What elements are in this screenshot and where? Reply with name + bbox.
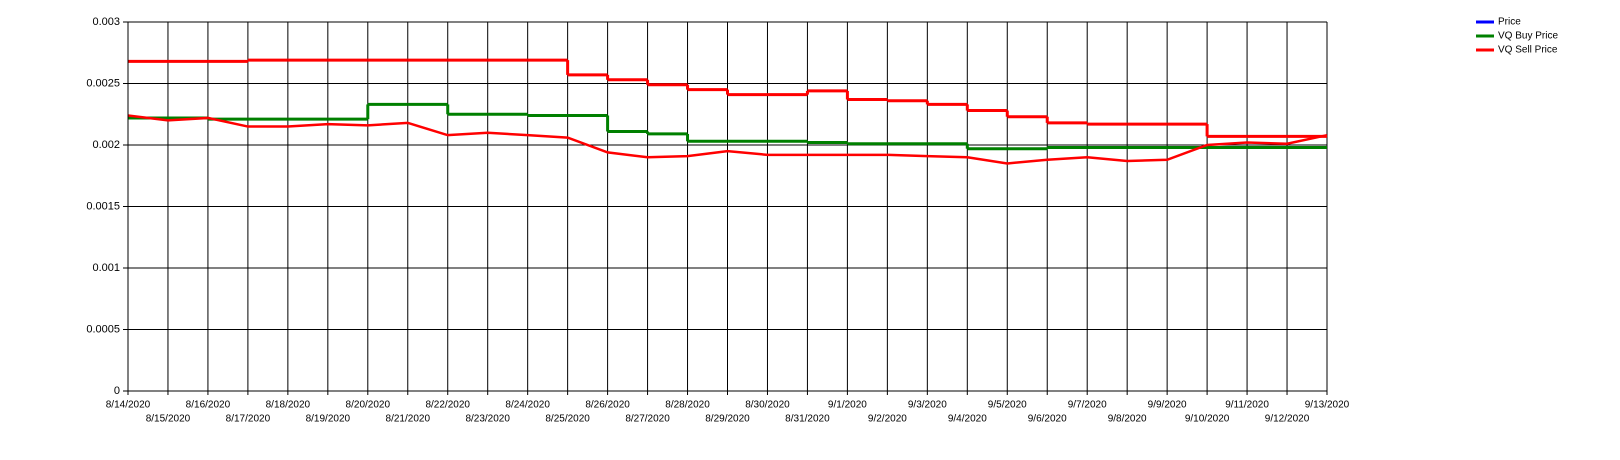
- y-tick-label: 0.0025: [86, 77, 120, 89]
- y-tick-label: 0: [114, 385, 120, 397]
- x-tick-label: 8/27/2020: [625, 414, 670, 425]
- y-tick-label: 0.0015: [86, 200, 120, 212]
- x-tick-label: 9/9/2020: [1148, 400, 1187, 411]
- x-tick-label: 8/18/2020: [266, 400, 311, 411]
- x-tick-label: 8/22/2020: [425, 400, 470, 411]
- x-tick-label: 8/25/2020: [545, 414, 590, 425]
- x-tick-label: 8/19/2020: [306, 414, 351, 425]
- y-tick-label: 0.002: [92, 139, 120, 151]
- x-tick-label: 9/5/2020: [988, 400, 1027, 411]
- x-tick-label: 8/30/2020: [745, 400, 790, 411]
- x-tick-label: 8/26/2020: [585, 400, 630, 411]
- x-tick-label: 8/15/2020: [146, 414, 191, 425]
- x-tick-label: 8/17/2020: [226, 414, 271, 425]
- legend-label: VQ Buy Price: [1498, 31, 1558, 42]
- y-tick-label: 0.003: [92, 16, 120, 28]
- x-tick-label: 9/6/2020: [1028, 414, 1067, 425]
- x-tick-label: 8/24/2020: [505, 400, 550, 411]
- x-tick-label: 9/11/2020: [1225, 400, 1269, 411]
- x-tick-label: 8/16/2020: [186, 400, 231, 411]
- x-tick-label: 9/12/2020: [1265, 414, 1310, 425]
- legend-label: Price: [1498, 17, 1521, 28]
- x-tick-label: 8/21/2020: [386, 414, 431, 425]
- legend-label: VQ Sell Price: [1498, 45, 1558, 56]
- x-tick-label: 9/1/2020: [828, 400, 867, 411]
- x-tick-label: 8/28/2020: [665, 400, 710, 411]
- y-tick-label: 0.0005: [86, 323, 120, 335]
- price-line: [127, 114, 1328, 165]
- x-tick-label: 8/29/2020: [705, 414, 750, 425]
- x-tick-label: 9/4/2020: [948, 414, 987, 425]
- x-tick-label: 9/8/2020: [1108, 414, 1147, 425]
- x-tick-label: 9/2/2020: [868, 414, 907, 425]
- y-tick-label: 0.001: [92, 262, 120, 274]
- x-tick-label: 8/14/2020: [106, 400, 151, 411]
- x-tick-label: 9/7/2020: [1068, 400, 1107, 411]
- x-tick-label: 8/23/2020: [465, 414, 510, 425]
- x-tick-label: 8/31/2020: [785, 414, 830, 425]
- x-tick-label: 9/3/2020: [908, 400, 947, 411]
- x-tick-label: 9/13/2020: [1305, 400, 1350, 411]
- x-tick-label: 8/20/2020: [346, 400, 391, 411]
- x-tick-label: 9/10/2020: [1185, 414, 1230, 425]
